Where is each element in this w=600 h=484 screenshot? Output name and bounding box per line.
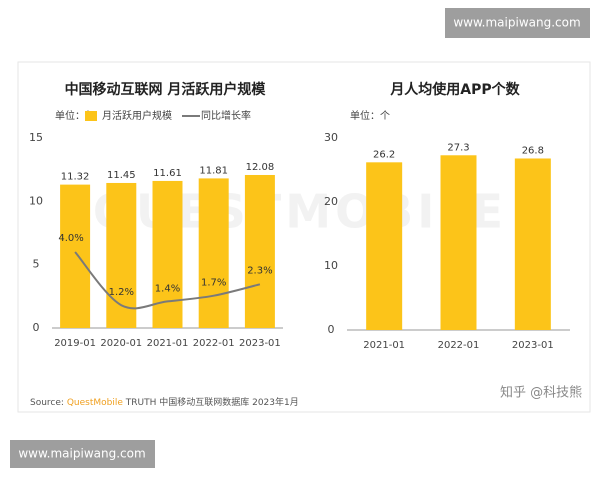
watermark: www.maipiwang.com [18,447,145,461]
value-label: 11.32 [61,172,90,183]
source-rest: TRUTH 中国移动互联网数据库 2023年1月 [125,396,299,408]
unit-label: 单位：个 [350,109,390,122]
y-tick-label: 10 [324,259,338,272]
bar [440,155,477,330]
y-tick-label: 20 [324,195,338,208]
value-label: 26.8 [522,145,544,156]
chart-title: 中国移动互联网 月活跃用户规模 [65,81,267,98]
bar [366,162,403,330]
bar [106,182,137,328]
value-label: 11.81 [199,165,228,176]
watermark: www.maipiwang.com [453,16,580,30]
x-tick-label: 2021-01 [363,340,405,351]
value-label: 11.45 [107,170,136,181]
bar [198,178,229,328]
x-tick-label: 2023-01 [512,340,554,351]
chart-title: 月人均使用APP个数 [389,81,520,98]
value-label: 11.61 [153,168,182,179]
line-value-label: 1.4% [155,283,180,294]
y-tick-label: 0 [328,323,335,336]
bar [514,158,551,330]
y-tick-label: 10 [29,194,43,207]
source-brand: QuestMobile [67,398,124,408]
line-value-label: 4.0% [58,233,83,244]
bar [152,180,183,328]
value-label: 27.3 [447,142,469,153]
y-tick-label: 0 [33,321,40,334]
legend-label: 同比增长率 [201,109,251,122]
line-value-label: 1.7% [201,278,226,289]
line-value-label: 2.3% [247,265,272,276]
source: Source: QuestMobile TRUTH 中国移动互联网数据库 202… [30,396,299,408]
x-tick-label: 2023-01 [239,338,281,349]
x-tick-label: 2022-01 [193,338,235,349]
value-label: 26.2 [373,149,395,160]
x-tick-label: 2020-01 [100,338,142,349]
y-tick-label: 5 [33,258,40,271]
credit: 知乎 @科技熊 [500,385,582,401]
watermark-box [445,8,590,38]
y-tick-label: 30 [324,131,338,144]
bar [60,184,91,328]
legend-label: 月活跃用户规模 [102,109,172,122]
source-prefix: Source: [30,398,64,408]
x-tick-label: 2022-01 [438,340,480,351]
bar [244,174,275,328]
y-tick-label: 15 [29,131,43,144]
value-label: 12.08 [246,162,275,173]
x-tick-label: 2019-01 [54,338,96,349]
line [74,251,261,310]
x-tick-label: 2021-01 [147,338,189,349]
line-value-label: 1.2% [109,287,134,298]
watermark-box [10,440,155,468]
legend-swatch [85,111,97,121]
